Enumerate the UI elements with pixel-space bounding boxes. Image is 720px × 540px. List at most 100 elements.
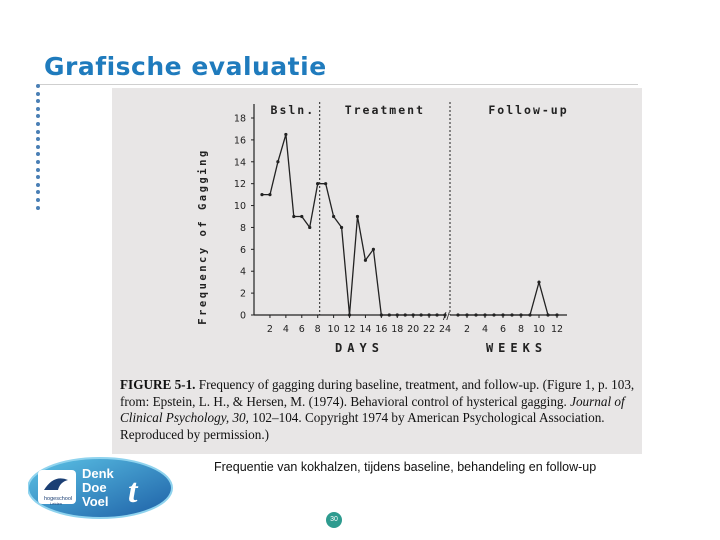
- decorative-dot: [36, 114, 40, 119]
- data-point-baseline: [276, 160, 280, 164]
- y-tick-label: 10: [234, 201, 246, 212]
- x-tick-label-day: 10: [328, 324, 340, 335]
- decorative-dots: [34, 84, 44, 214]
- data-point-treatment: [403, 313, 407, 317]
- x-tick-label-day: 8: [315, 324, 321, 335]
- data-point-baseline: [260, 193, 264, 197]
- data-point-follow-up: [528, 313, 532, 317]
- caption-text-1: Frequency of gagging during baseline, tr…: [120, 377, 635, 409]
- logo-word-voel: Voel: [82, 494, 109, 509]
- data-point-treatment: [419, 313, 423, 317]
- data-point-follow-up: [555, 313, 559, 317]
- data-point-follow-up: [510, 313, 514, 317]
- phase-label-followup: Follow-up: [488, 103, 568, 117]
- data-point-baseline: [308, 225, 312, 230]
- x-tick-label-day: 4: [283, 324, 289, 335]
- scanned-figure: //0 2 4 6 8 10 12 14 16 18 Frequency of Gagging 2 4 6…: [112, 88, 642, 454]
- data-point-treatment: [363, 258, 368, 262]
- x-axis-label-weeks: WEEKS: [486, 341, 547, 355]
- caption-text-2: 102–104. Copyright 1974 by American Psyc…: [120, 410, 605, 442]
- x-tick-label-week: 12: [551, 324, 563, 335]
- data-point-follow-up: [474, 313, 478, 317]
- data-point-treatment: [379, 313, 383, 317]
- decorative-dot: [36, 137, 40, 142]
- data-point-treatment: [371, 247, 375, 251]
- data-point-baseline: [284, 132, 288, 137]
- decorative-dot: [36, 152, 40, 157]
- data-point-treatment: [411, 313, 415, 317]
- y-tick-label: 2: [240, 289, 246, 300]
- caption-journal: Journal of Clinical Psychology,: [120, 393, 625, 426]
- slide-subcaption: Frequentie van kokhalzen, tijdens baseli…: [214, 460, 597, 474]
- slide-title: Grafische evaluatie: [44, 52, 327, 81]
- y-tick-label: 6: [240, 245, 246, 256]
- data-point-treatment: [332, 214, 336, 219]
- phase-label-baseline: Bsln.: [271, 103, 316, 117]
- hogeschool-leiden-logo: hogeschool Leiden Denk Doe Voel t: [28, 457, 173, 519]
- data-point-treatment: [324, 182, 328, 186]
- decorative-dot: [36, 106, 40, 111]
- x-tick-label-day: 12: [343, 324, 355, 335]
- caption-volume: 30,: [232, 410, 249, 425]
- y-tick-label: 0: [240, 311, 246, 322]
- data-point-treatment: [355, 214, 360, 219]
- data-point-follow-up: [483, 313, 487, 317]
- data-point-follow-up: [546, 313, 550, 317]
- figure-label: FIGURE 5-1.: [120, 377, 196, 392]
- y-axis-label: Frequency of Gagging: [197, 148, 209, 324]
- data-point-follow-up: [492, 313, 496, 317]
- data-point-treatment: [347, 313, 352, 317]
- decorative-dot: [36, 129, 40, 134]
- decorative-dot: [36, 205, 40, 210]
- y-tick-label: 8: [240, 223, 246, 234]
- data-point-follow-up: [465, 313, 469, 317]
- x-tick-label-day: 2: [267, 324, 273, 335]
- data-point-baseline: [292, 214, 296, 219]
- data-point-treatment: [427, 313, 431, 317]
- axis-break: //: [443, 311, 450, 322]
- data-point-baseline: [268, 193, 272, 197]
- decorative-dot: [36, 99, 40, 104]
- decorative-dot: [36, 182, 40, 187]
- logo-word-doe: Doe: [82, 480, 107, 495]
- x-tick-label-day: 24: [439, 324, 451, 335]
- data-point-treatment: [435, 313, 439, 317]
- logo-city: Leiden: [50, 501, 62, 506]
- data-point-baseline: [300, 214, 304, 219]
- series-line-follow-up: [458, 279, 557, 316]
- x-tick-label-week: 2: [464, 324, 470, 335]
- phase-label-treatment: Treatment: [345, 103, 425, 117]
- x-tick-label-week: 8: [518, 324, 524, 335]
- decorative-dot: [36, 198, 40, 202]
- x-tick-label-day: 16: [375, 324, 387, 335]
- series-line-treatment: [317, 183, 445, 316]
- title-divider: [38, 84, 638, 85]
- x-tick-label-week: 4: [482, 324, 488, 335]
- logo-school: hogeschool: [44, 496, 72, 502]
- y-tick-label: 18: [234, 114, 246, 125]
- decorative-dot: [36, 175, 40, 180]
- data-point-follow-up: [456, 313, 460, 317]
- data-point-follow-up: [537, 280, 541, 284]
- x-tick-label-day: 22: [423, 324, 435, 335]
- data-point-treatment: [387, 313, 391, 317]
- y-tick-label: 16: [234, 135, 246, 146]
- decorative-dot: [36, 91, 40, 96]
- logo-letter-t: t: [128, 473, 139, 510]
- data-point-treatment: [443, 313, 447, 317]
- decorative-dot: [36, 190, 40, 195]
- page-number: 30: [326, 512, 342, 528]
- x-tick-label-week: 6: [500, 324, 506, 335]
- x-axis-label-days: DAYS: [335, 341, 384, 355]
- x-tick-label-day: 14: [359, 324, 371, 335]
- data-point-treatment: [339, 225, 344, 230]
- x-tick-label-day: 18: [391, 324, 403, 335]
- x-tick-label-day: 6: [299, 324, 305, 335]
- decorative-dot: [36, 167, 40, 172]
- data-point-follow-up: [501, 313, 505, 317]
- series-line-baseline: [262, 134, 319, 230]
- figure-caption: FIGURE 5-1. Frequency of gagging during …: [120, 377, 636, 443]
- decorative-dot: [36, 84, 40, 88]
- decorative-dot: [36, 122, 40, 126]
